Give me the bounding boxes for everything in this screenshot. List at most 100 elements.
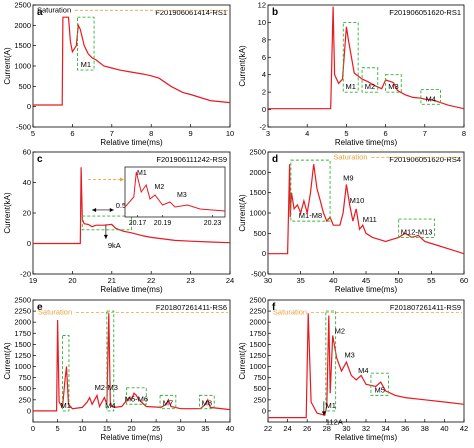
x-axis-label: Relative time(ms) [335,285,398,294]
y-tick-label: -2 [259,123,266,132]
current-curve [268,313,464,419]
x-tick-label: 35 [296,276,304,285]
panel-label: d [272,154,278,165]
saturation-label: Saturation [333,152,367,161]
y-axis-label: Current(kA) [238,45,247,87]
x-tick-label: 50 [394,276,402,285]
return-stroke-label: M10 [350,196,365,205]
y-tick-label: 1500 [249,340,266,349]
panel-b: 3 4 5 6 7 8 -2 0 2 4 6 8 10 12 Relative time(ms) Curren… [238,1,466,148]
x-tick-label: 60 [460,276,468,285]
return-stroke-label: M5-M6 [125,394,148,403]
x-tick-label: 30 [177,424,185,433]
return-stroke-label: M2 [335,326,345,335]
arrow-head [103,234,108,239]
y-tick-label: 2250 [14,307,31,316]
x-tick-label: 35 [201,424,209,433]
x-tick-label: 8 [462,129,466,138]
y-tick-label: 1000 [14,362,31,371]
record-id: F201906111242-RS9 [156,155,227,164]
x-tick-label: 8 [149,129,153,138]
return-stroke-label: M12-M13 [401,227,433,236]
y-tick-label: 750 [18,373,31,382]
panel-d: 30 35 40 45 50 55 60 -500 0 500 1000 1500 2000 2500 Re… [238,148,468,295]
y-tick-label: -500 [251,270,266,279]
y-tick-label: 1000 [249,209,266,218]
return-stroke-label: M3 [344,351,354,360]
x-tick-label: 3 [266,129,270,138]
y-tick-label: 500 [253,384,266,393]
arrow-label: 112A [326,417,343,426]
y-tick-label: 2250 [249,307,266,316]
return-stroke-label: M4 [105,401,115,410]
x-tick-label: 0 [31,424,35,433]
return-stroke-label: M7 [163,399,173,408]
y-tick-label: 0 [27,239,31,248]
x-tick-label: 45 [362,276,370,285]
return-stroke-label: M8 [202,399,212,408]
return-stroke-box [126,387,147,405]
interval-arrow-left [92,207,97,212]
x-tick-label: 20 [127,424,135,433]
panel-e: 0 5 10 15 20 25 30 35 40 0 250 500 750 1000 1250 1500 17… [3,296,234,443]
x-tick-label: 15 [103,424,111,433]
y-tick-label: 2500 [249,148,266,157]
return-stroke-label: M2-M3 [95,383,118,392]
return-stroke-label: M1-M8 [299,211,322,220]
y-tick-label: 1000 [249,362,266,371]
x-tick-label: 32 [362,424,370,433]
return-stroke-box [159,394,177,410]
x-tick-label: 30 [342,424,350,433]
saturation-label: Saturation [273,308,307,317]
current-curve [268,6,464,110]
x-tick-label: 36 [401,424,409,433]
y-tick-label: 1000 [14,62,31,71]
y-tick-label: 500 [18,384,31,393]
return-stroke-label: M3 [388,82,398,91]
return-stroke-box [342,21,359,93]
y-axis-label: Current(A) [238,194,247,232]
x-tick-label: 10 [78,424,86,433]
inset-peak-label: M3 [177,192,187,199]
y-tick-label: 1750 [14,329,31,338]
x-tick-label: 5 [344,129,348,138]
x-tick-label: 10 [226,129,234,138]
x-tick-label: 25 [152,424,160,433]
y-axis-label: Current(A) [238,342,247,380]
x-axis-label: Relative time(ms) [100,285,163,294]
x-tick-label: 4 [305,129,309,138]
x-axis-label: Relative time(ms) [335,433,398,442]
x-tick-label: 38 [421,424,429,433]
return-stroke-box [106,310,115,412]
x-tick-label: 24 [226,276,234,285]
return-stroke-label: M1 [81,60,91,69]
return-stroke-label: M1 [346,82,356,91]
y-tick-label: 60 [23,148,31,157]
x-tick-label: 9 [189,129,193,138]
y-tick-label: 0 [27,406,31,415]
record-id: F201807261411-RS9 [390,303,461,312]
x-axis-label: Relative time(ms) [100,138,163,147]
inset-x-tick-label: 20.17 [129,220,147,227]
record-id: F201906051620-RS1 [389,8,461,17]
y-tick-label: 750 [253,373,266,382]
return-stroke-box [398,218,436,238]
return-stroke-box [81,215,132,231]
x-tick-label: 40 [440,424,448,433]
y-tick-label: 2000 [249,168,266,177]
x-tick-label: 5 [56,424,60,433]
y-tick-label: 10 [258,18,266,27]
x-tick-label: 22 [264,424,272,433]
y-tick-label: 1500 [14,340,31,349]
panel-a: 5 6 7 8 9 10 -500 0 500 1000 1500 2000 2500 Relative … [3,1,234,148]
x-tick-label: 20 [68,276,76,285]
y-tick-label: 500 [18,82,31,91]
y-tick-label: 250 [253,395,266,404]
y-tick-label: 2000 [14,318,31,327]
return-stroke-label: M4 [358,366,368,375]
return-stroke-box [199,394,215,410]
panel-c: 19 20 21 22 23 24 -20 0 20 40 60 Relative time(ms) C… [3,148,234,295]
return-stroke-box [62,335,70,412]
y-axis-label: Current(kA) [3,192,12,234]
y-tick-label: 2500 [14,1,31,10]
